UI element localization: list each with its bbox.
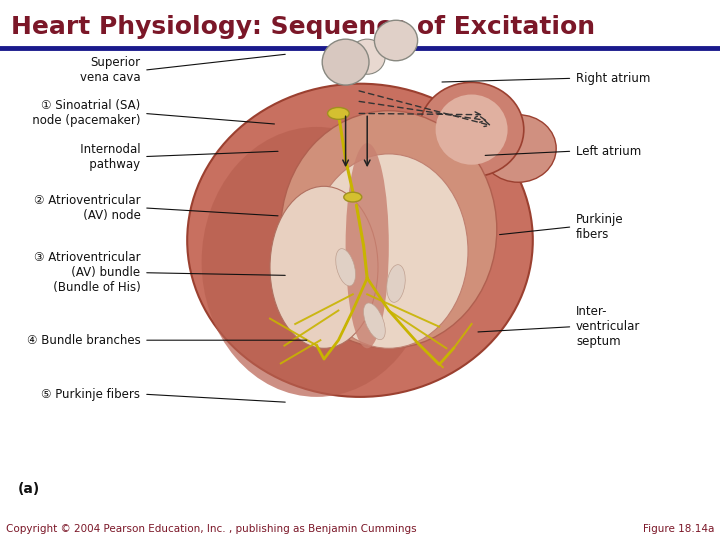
- Ellipse shape: [387, 265, 405, 302]
- Ellipse shape: [310, 154, 468, 348]
- Ellipse shape: [187, 84, 533, 397]
- Ellipse shape: [323, 39, 369, 85]
- Text: ① Sinoatrial (SA)
   node (pacemaker): ① Sinoatrial (SA) node (pacemaker): [21, 99, 140, 127]
- Ellipse shape: [344, 192, 362, 202]
- Text: Right atrium: Right atrium: [576, 72, 650, 85]
- Text: Copyright © 2004 Pearson Education, Inc. , publishing as Benjamin Cummings: Copyright © 2004 Pearson Education, Inc.…: [6, 524, 416, 534]
- Text: Inter-
ventricular
septum: Inter- ventricular septum: [576, 305, 640, 348]
- Ellipse shape: [481, 114, 556, 182]
- Text: Left atrium: Left atrium: [576, 145, 642, 158]
- Text: Purkinje
fibers: Purkinje fibers: [576, 213, 624, 241]
- Text: ⑤ Purkinje fibers: ⑤ Purkinje fibers: [42, 388, 140, 401]
- Ellipse shape: [364, 303, 385, 340]
- Ellipse shape: [336, 248, 356, 286]
- Ellipse shape: [436, 94, 508, 165]
- Text: (a): (a): [18, 482, 40, 496]
- Text: Superior
vena cava: Superior vena cava: [80, 56, 140, 84]
- Text: ③ Atrioventricular
   (AV) bundle
   (Bundle of His): ③ Atrioventricular (AV) bundle (Bundle o…: [34, 251, 140, 294]
- Ellipse shape: [281, 111, 497, 348]
- Ellipse shape: [328, 107, 349, 119]
- Ellipse shape: [346, 143, 389, 348]
- Ellipse shape: [419, 82, 524, 177]
- Ellipse shape: [374, 20, 418, 60]
- Text: Internodal
   pathway: Internodal pathway: [69, 143, 140, 171]
- Ellipse shape: [270, 186, 378, 348]
- Ellipse shape: [202, 127, 432, 397]
- Text: Heart Physiology: Sequence of Excitation: Heart Physiology: Sequence of Excitation: [11, 15, 595, 39]
- Text: ④ Bundle branches: ④ Bundle branches: [27, 334, 140, 347]
- Ellipse shape: [349, 39, 385, 74]
- Text: ② Atrioventricular
   (AV) node: ② Atrioventricular (AV) node: [34, 194, 140, 222]
- Text: Figure 18.14a: Figure 18.14a: [643, 524, 714, 534]
